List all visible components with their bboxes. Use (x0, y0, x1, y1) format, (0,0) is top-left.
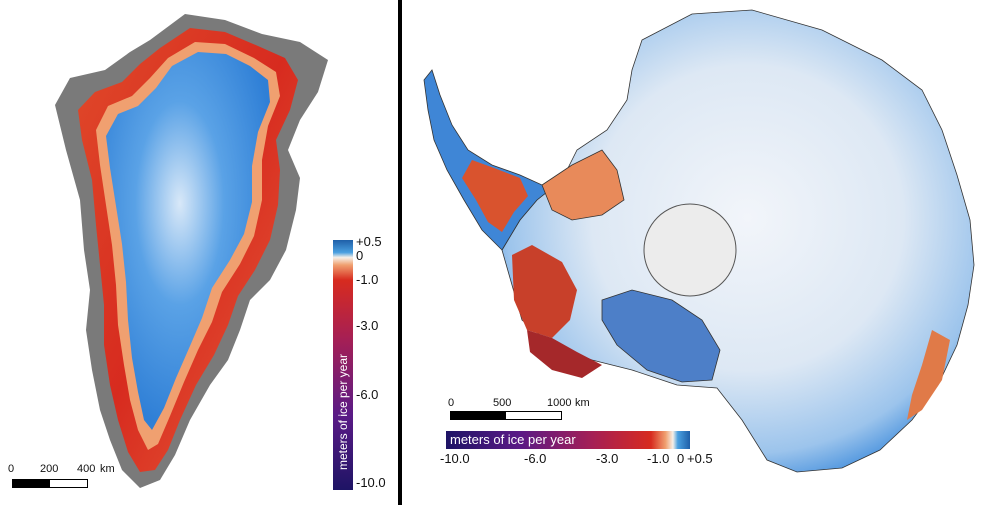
greenland-tick-0: 0 (356, 248, 364, 263)
antarctica-scale-label-1000: 1000 (547, 397, 572, 409)
greenland-colorbar-ramp (333, 240, 353, 490)
greenland-scale-bar (12, 479, 88, 488)
antarctica-colorbar-ramp (446, 431, 690, 449)
antarctica-scale-label-500: 500 (493, 397, 512, 409)
antarctica-tick-minus-10: -10.0 (440, 451, 470, 466)
greenland-tick-minus-10: -10.0 (356, 475, 386, 490)
greenland-scale-label-400: 400 (77, 463, 96, 475)
antarctica-colorbar-title: meters of ice per year (450, 432, 576, 447)
panel-divider (398, 0, 402, 505)
antarctica-tick-minus-1: -1.0 (647, 451, 670, 466)
greenland-tick-minus-3: -3.0 (356, 318, 379, 333)
antarctica-tick-minus-6: -6.0 (524, 451, 547, 466)
greenland-scale-unit: km (100, 463, 115, 475)
antarctica-tick-plus-0-5: +0.5 (687, 451, 713, 466)
antarctica-scale-label-0: 0 (448, 397, 455, 409)
ronne-ice-shelf (541, 149, 625, 221)
polar-data-gap (643, 203, 737, 297)
greenland-tick-plus-0-5: +0.5 (356, 234, 382, 249)
greenland-colorbar: meters of ice per year (333, 240, 353, 490)
greenland-tick-minus-1: -1.0 (356, 272, 379, 287)
antarctica-colorbar: meters of ice per year (446, 431, 690, 449)
greenland-map (55, 14, 328, 488)
peninsula-thinning (462, 160, 528, 232)
antarctica-scale-bar (450, 411, 562, 420)
ross-ice-shelf (601, 289, 721, 383)
amundsen-sea-thinning (527, 330, 602, 378)
west-antarctic-thinning (512, 245, 577, 338)
greenland-interior-ice (106, 52, 270, 430)
antarctica-scale-unit: km (575, 397, 590, 409)
greenland-colorbar-title: meters of ice per year (336, 353, 350, 471)
greenland-scale-label-200: 200 (40, 463, 59, 475)
antarctica-tick-minus-3: -3.0 (596, 451, 619, 466)
antarctica-map (423, 9, 975, 473)
greenland-tick-minus-6: -6.0 (356, 387, 379, 402)
antarctica-panel: 0 500 1000 km meters of ice pe (402, 0, 986, 505)
antarctica-ice-sheet (501, 9, 975, 473)
greenland-panel: meters of ice per year +0.5 0 -1.0 -3.0 … (0, 0, 398, 505)
antarctica-tick-0: 0 (677, 451, 685, 466)
east-antarctic-margin-thinning (907, 330, 950, 420)
greenland-scale-label-0: 0 (8, 463, 15, 475)
